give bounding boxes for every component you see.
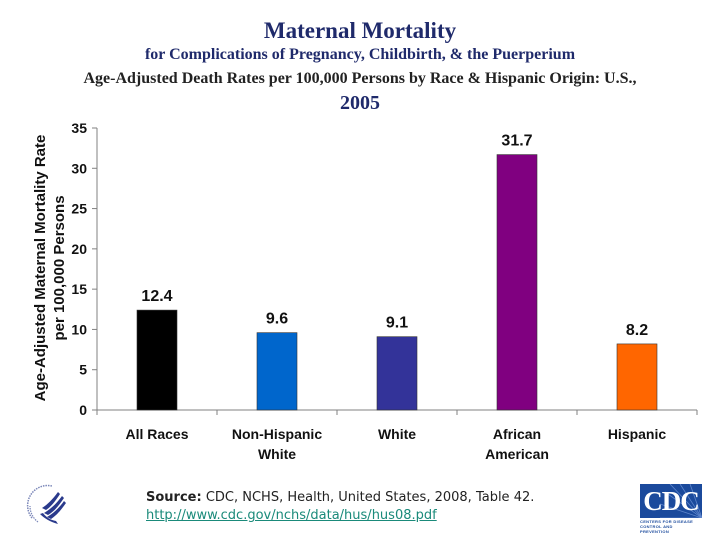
source-text: CDC, NCHS, Health, United States, 2008, …	[201, 490, 535, 505]
cdc-logo-subtext: CENTERS FOR DISEASE CONTROL AND PREVENTI…	[640, 519, 694, 534]
y-tick-label: 15	[71, 281, 87, 297]
y-tick-label: 35	[71, 120, 87, 136]
x-tick-label: White	[378, 426, 416, 442]
cdc-logo-text: CDC	[643, 486, 700, 516]
y-tick-label: 5	[79, 362, 87, 378]
y-axis: 0 5 10 15 20 25 30 35	[71, 120, 98, 418]
y-tick-label: 20	[71, 241, 87, 257]
x-axis	[96, 409, 698, 415]
data-label: 9.6	[266, 311, 288, 328]
source-link[interactable]: http://www.cdc.gov/nchs/data/hus/hus08.p…	[146, 508, 437, 523]
data-label: 12.4	[141, 288, 172, 305]
x-tick-label: African	[493, 426, 541, 442]
chart-year: 2005	[340, 92, 380, 114]
bar-non-hispanic-white	[256, 332, 298, 411]
y-tick-label: 30	[71, 160, 87, 176]
chart-subtitle: for Complications of Pregnancy, Childbir…	[144, 46, 576, 63]
x-tick-label: All Races	[125, 426, 188, 442]
x-tick-label: Non-Hispanic	[232, 426, 322, 442]
x-tick-label: Hispanic	[608, 426, 667, 442]
hhs-eagle-seal-icon	[26, 484, 66, 524]
bar-african-american	[496, 154, 538, 411]
y-tick-label: 10	[71, 321, 87, 337]
data-label: 31.7	[501, 133, 532, 150]
value-labels: 12.4 9.6 9.1 31.7 8.2	[141, 133, 648, 339]
source-label: Source:	[146, 490, 202, 505]
bars	[136, 154, 658, 411]
cdc-rays-icon	[659, 484, 702, 518]
chart-subtitle-rates: Age-Adjusted Death Rates per 100,000 Per…	[83, 70, 637, 87]
cdc-logo: CDC CENTERS FOR DISEASE CONTROL AND PREV…	[640, 484, 702, 534]
bar-all-races	[136, 309, 178, 411]
x-tick-label: American	[485, 446, 549, 462]
category-labels: All Races Non-Hispanic White White African Am…	[125, 426, 666, 462]
bar-hispanic	[616, 343, 658, 411]
y-tick-label: 25	[71, 201, 87, 217]
bar-white	[376, 336, 418, 411]
source-citation: Source: CDC, NCHS, Health, United States…	[146, 490, 534, 505]
chart-title: Maternal Mortality	[263, 18, 457, 43]
y-tick-label: 0	[79, 402, 87, 418]
hhs-logo	[22, 478, 74, 530]
cdc-logo-box: CDC	[640, 484, 702, 518]
x-tick-label: White	[258, 446, 296, 462]
data-label: 9.1	[386, 315, 408, 332]
data-label: 8.2	[626, 322, 648, 339]
